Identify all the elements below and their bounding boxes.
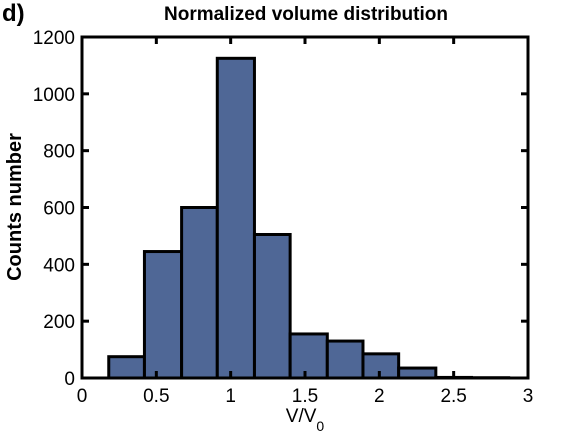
histogram-bar-1 bbox=[107, 355, 146, 380]
y-tick-label: 400 bbox=[43, 255, 75, 276]
x-axis-label: V/V0 bbox=[286, 406, 325, 434]
histogram-bar-5 bbox=[252, 232, 292, 380]
x-tick-label: 1 bbox=[225, 386, 236, 407]
x-tick-label: 2.5 bbox=[440, 386, 466, 407]
y-axis-label: Counts number bbox=[4, 133, 26, 281]
y-tick-label: 0 bbox=[64, 369, 75, 390]
x-tick-label: 0 bbox=[77, 386, 88, 407]
x-axis-label-base: V/V bbox=[286, 406, 317, 427]
y-tick-label: 200 bbox=[43, 312, 75, 333]
histogram-bar-2 bbox=[142, 250, 184, 380]
y-tick-label: 1000 bbox=[33, 85, 75, 106]
bars-group bbox=[107, 56, 511, 380]
panel-label: d) bbox=[2, 0, 25, 27]
histogram-bar-6 bbox=[288, 332, 329, 380]
y-tick-label: 1200 bbox=[33, 28, 75, 49]
histogram-bar-7 bbox=[325, 339, 365, 380]
axes-frame bbox=[80, 35, 530, 380]
x-axis-label-subscript: 0 bbox=[316, 418, 324, 434]
x-tick-label: 3 bbox=[523, 386, 534, 407]
chart-title: Normalized volume distribution bbox=[164, 4, 448, 25]
x-tick-label: 2 bbox=[374, 386, 385, 407]
y-tick-label: 600 bbox=[43, 199, 75, 220]
histogram-bar-4 bbox=[215, 56, 256, 380]
histogram-bar-8 bbox=[361, 352, 401, 380]
x-tick-label: 1.5 bbox=[292, 386, 318, 407]
y-tick-label: 800 bbox=[43, 142, 75, 163]
histogram-bar-3 bbox=[180, 206, 219, 380]
x-tick-label: 0.5 bbox=[143, 386, 169, 407]
